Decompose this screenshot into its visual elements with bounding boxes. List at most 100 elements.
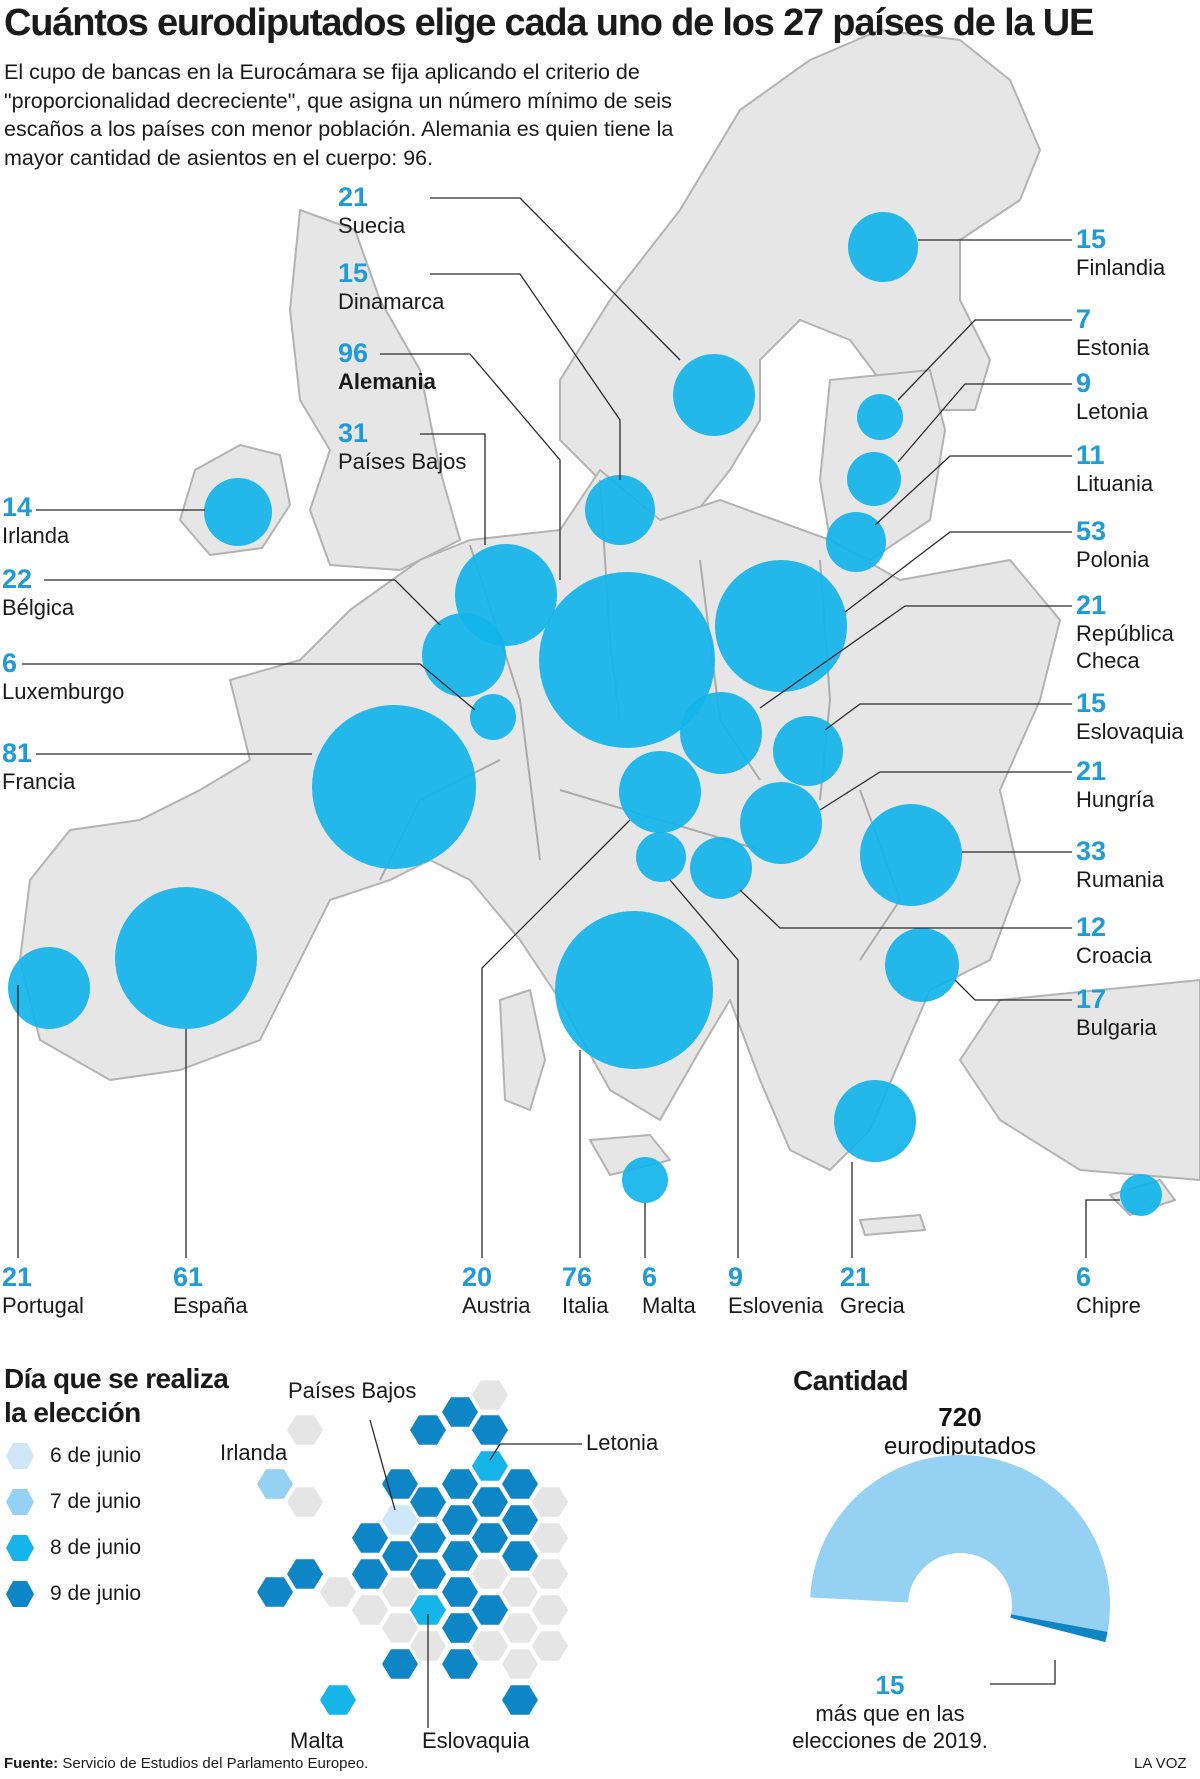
hex-cell [502, 1613, 538, 1643]
hex-cell [320, 1685, 356, 1715]
bubble-chipre [1120, 1174, 1162, 1216]
seats-rumania: 33 [1076, 836, 1107, 866]
hex-cell [410, 1595, 446, 1625]
bubble-polonia [715, 560, 847, 692]
seats-paises-bajos: 31 [338, 418, 369, 448]
bubble-eslovenia [636, 832, 686, 882]
land-east [959, 979, 1200, 1181]
legend-hex-icon [6, 1489, 34, 1515]
country-name-hungria: Hungría [1076, 787, 1155, 812]
hex-cell [287, 1487, 323, 1517]
hex-cell [502, 1685, 538, 1715]
label-republica-checa: 21 República Checa [1076, 590, 1186, 674]
source-note: Fuente: Servicio de Estudios del Parlame… [4, 1755, 368, 1772]
seats-republica-checa: 21 [1076, 590, 1107, 620]
bubble-italia [555, 911, 713, 1069]
country-name-austria: Austria [462, 1293, 531, 1318]
hex-label-eslovaquia: Eslovaquia [422, 1728, 530, 1753]
country-name-grecia: Grecia [840, 1293, 905, 1318]
seat-bubbles [8, 212, 1162, 1216]
label-espana: 61 España [173, 1262, 248, 1319]
bubble-republica-checa [680, 692, 762, 774]
country-name-dinamarca: Dinamarca [338, 289, 445, 314]
hex-cell [442, 1577, 478, 1607]
hex-cell [257, 1577, 293, 1607]
bubble-rumania [860, 804, 962, 906]
seats-suecia: 21 [338, 182, 369, 212]
hexmap-leaders [369, 1419, 582, 1728]
hex-cell [410, 1487, 446, 1517]
leader-bulgaria [954, 979, 1072, 1001]
hex-cell [532, 1595, 568, 1625]
bubble-eslovaquia [773, 716, 843, 786]
hex-cell [382, 1613, 418, 1643]
country-name-alemania: Alemania [338, 369, 436, 394]
seats-estonia: 7 [1076, 304, 1092, 334]
hex-cell [442, 1649, 478, 1679]
label-letonia: 9 Letonia [1076, 368, 1148, 425]
country-name-paises-bajos: Países Bajos [338, 449, 467, 474]
label-austria: 20 Austria [462, 1262, 530, 1319]
label-italia: 76 Italia [562, 1262, 608, 1319]
bubble-croacia [690, 837, 752, 899]
seats-alemania: 96 [338, 338, 369, 368]
country-name-luxemburgo: Luxemburgo [2, 679, 125, 704]
source-text: Servicio de Estudios del Parlamento Euro… [62, 1755, 369, 1772]
intro-text: El cupo de bancas en la Eurocámara se fi… [4, 60, 674, 170]
bubble-espana [115, 887, 257, 1029]
country-name-francia: Francia [2, 769, 76, 794]
seats-bulgaria: 17 [1076, 984, 1107, 1014]
hex-cell [352, 1523, 388, 1553]
hex-cell [382, 1505, 418, 1535]
legend-label: 8 de junio [50, 1536, 142, 1559]
bubble-luxemburgo [470, 694, 516, 740]
seats-francia: 81 [2, 738, 33, 768]
bubble-portugal [8, 947, 90, 1029]
seats-croacia: 12 [1076, 912, 1107, 942]
hex-cell [532, 1631, 568, 1661]
arc-increase-seats [1010, 1614, 1108, 1643]
country-name-eslovenia: Eslovenia [728, 1293, 824, 1318]
label-francia: 81 Francia [2, 738, 75, 795]
land-crete [859, 1214, 926, 1236]
leader-alemania [380, 353, 561, 580]
page-title: Cuántos eurodiputados elige cada uno de … [4, 2, 1094, 44]
hex-cell [442, 1541, 478, 1571]
leader-suecia [430, 197, 681, 361]
country-name-eslovaquia: Eslovaquia [1076, 719, 1184, 744]
country-name-lituania: Lituania [1076, 471, 1154, 496]
brand-logo: LA VOZ [1134, 1755, 1187, 1772]
legend-hex-icon [6, 1581, 34, 1607]
bubble-letonia [847, 452, 901, 506]
bubble-austria [619, 751, 701, 833]
hex-cell [532, 1487, 568, 1517]
bubble-lituania [826, 512, 886, 572]
hex-cell [382, 1577, 418, 1607]
bubble-bulgaria [885, 928, 959, 1002]
hex-cell [472, 1631, 508, 1661]
seats-chipre: 6 [1076, 1262, 1092, 1292]
seats-irlanda: 14 [2, 492, 33, 522]
hex-cell [502, 1649, 538, 1679]
label-alemania: 96 Alemania [338, 338, 436, 395]
hex-cell [410, 1415, 446, 1445]
bubble-finlandia [848, 212, 918, 282]
leader-paises-bajos [420, 433, 486, 545]
hex-cell [442, 1397, 478, 1427]
hex-cell [382, 1541, 418, 1571]
hex-cell [257, 1469, 293, 1499]
seats-belgica: 22 [2, 564, 33, 594]
seats-austria: 20 [462, 1262, 493, 1292]
legend-hex-icon [6, 1535, 34, 1561]
hex-label-irlanda: Irlanda [220, 1440, 288, 1465]
label-estonia: 7 Estonia [1076, 304, 1149, 361]
bubble-malta [622, 1157, 668, 1203]
leader-croacia [739, 889, 1072, 929]
leader-belgica [44, 579, 441, 626]
label-luxemburgo: 6 Luxemburgo [2, 648, 124, 705]
bubble-francia [312, 705, 476, 869]
seats-espana: 61 [173, 1262, 204, 1292]
seats-portugal: 21 [2, 1262, 33, 1292]
seats-lituania: 11 [1076, 440, 1105, 470]
